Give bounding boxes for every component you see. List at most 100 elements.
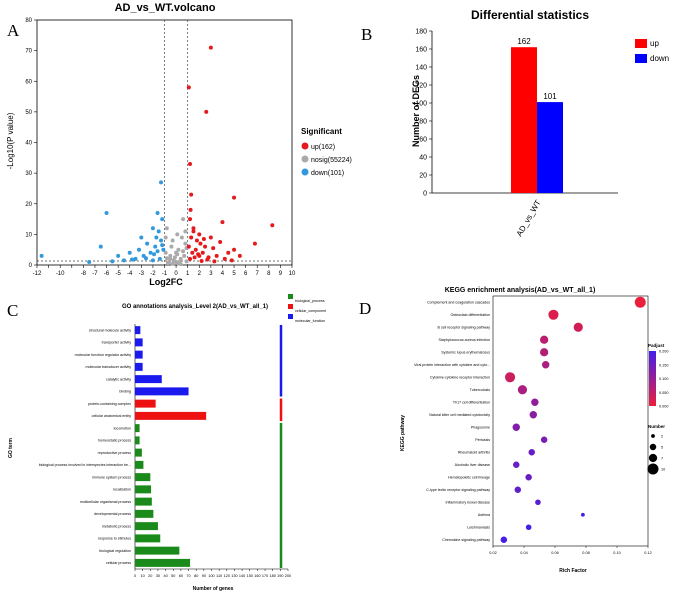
kegg-point — [514, 486, 522, 493]
volcano-down-point — [160, 217, 165, 222]
volcano-x-tick-label: 1 — [186, 271, 190, 277]
volcano-up-point — [232, 247, 237, 252]
volcano-down-point — [155, 249, 160, 254]
volcano-x-tick-label: -6 — [104, 271, 110, 277]
volcano-up-point — [188, 217, 192, 222]
go-legend-cc: cellular_component — [295, 309, 326, 313]
go-x-tick-label: 180 — [270, 574, 276, 578]
diffstat-y-tick-label: 100 — [415, 101, 427, 108]
kegg-size-legend-marker — [649, 443, 657, 451]
volcano-nosig-point — [174, 250, 179, 255]
volcano-up-point — [232, 195, 237, 200]
kegg-pathway-label: Viral protein interaction with cytokine … — [414, 363, 490, 367]
go-category-label: immune system process — [92, 475, 131, 479]
go-bar — [135, 509, 154, 518]
kegg-point — [517, 385, 528, 395]
volcano-x-tick-label: 10 — [289, 271, 296, 277]
diffstat-bar-down — [537, 102, 563, 193]
kegg-pathway-label: Inflammatory bowel disease — [445, 501, 490, 505]
kegg-x-tick-label: 0.06 — [551, 551, 558, 555]
diffstat-title: Differential statistics — [471, 8, 589, 22]
volcano-y-tick-label: 10 — [25, 232, 32, 238]
go-x-tick-label: 170 — [262, 574, 268, 578]
volcano-up-point — [203, 244, 208, 249]
volcano-nosig-point — [179, 235, 184, 240]
go-bar — [135, 460, 144, 469]
volcano-y-tick-label: 70 — [25, 49, 32, 55]
diffstat-y-tick-label: 120 — [415, 83, 427, 90]
kegg-xlabel: Rich Factor — [559, 568, 587, 574]
go-x-tick-label: 0 — [134, 574, 136, 578]
go-x-tick-label: 130 — [231, 574, 237, 578]
go-x-tick-label: 10 — [141, 574, 145, 578]
kegg-size-legend-label: 10 — [661, 468, 665, 472]
volcano-nosig-point — [181, 249, 186, 254]
volcano-down-point — [133, 256, 138, 261]
kegg-point — [528, 449, 535, 456]
go-category-label: cellular anatomical entity — [92, 414, 132, 418]
volcano-y-tick-label: 30 — [25, 171, 32, 177]
volcano-up-point — [198, 241, 203, 246]
go-bar — [135, 436, 140, 445]
volcano-x-tick-label: -1 — [162, 271, 168, 277]
volcano-down-point — [156, 229, 161, 234]
kegg-point — [542, 361, 550, 369]
volcano-x-tick-label: -12 — [33, 271, 42, 277]
go-x-tick-label: 190 — [277, 574, 283, 578]
go-x-tick-label: 70 — [186, 574, 190, 578]
volcano-x-tick-label: -8 — [81, 271, 87, 277]
go-category-label: binding — [119, 390, 131, 394]
panel-label-d: D — [359, 299, 372, 318]
diffstat-y-tick-label: 180 — [415, 29, 427, 36]
volcano-up-point — [252, 241, 257, 246]
volcano-up-point — [218, 240, 223, 245]
kegg-point — [525, 524, 532, 531]
panel-label-b: B — [361, 25, 373, 44]
volcano-up-point — [237, 253, 242, 258]
volcano-down-point — [139, 235, 144, 240]
go-x-tick-label: 160 — [254, 574, 260, 578]
volcano-y-tick-label: 60 — [25, 79, 32, 85]
volcano-up-point — [208, 235, 213, 240]
volcano-x-tick-label: 2 — [198, 271, 202, 277]
go-bar — [135, 326, 141, 335]
panel-label-c: C — [7, 301, 19, 320]
volcano-down-point — [153, 244, 158, 249]
volcano-down-point — [39, 253, 44, 258]
kegg-pathway-label: Complement and coagulation cascades — [427, 301, 490, 305]
kegg-pathway-label: Osteoclast differentiation — [451, 313, 491, 317]
volcano-y-tick-label: 40 — [25, 141, 32, 147]
kegg-pathway-label: Phagosome — [471, 426, 490, 430]
kegg-pathway-label: Staphylococcus aureus infection — [438, 338, 490, 342]
volcano-x-tick-label: -5 — [115, 271, 121, 277]
volcano-down-point — [157, 256, 162, 261]
volcano-down-point — [160, 243, 165, 248]
volcano-up-point — [188, 207, 193, 212]
diffstat-y-tick-label: 0 — [423, 191, 427, 198]
go-bar — [135, 387, 189, 396]
diffstat-legend-swatch-up — [635, 39, 647, 48]
diffstat-y-tick-label: 160 — [415, 47, 427, 54]
volcano-up-point — [193, 247, 198, 252]
kegg-color-legend-bar — [649, 351, 656, 406]
kegg-x-tick-label: 0.02 — [489, 551, 496, 555]
go-bar — [135, 350, 143, 359]
volcano-legend-up: up(162) — [311, 144, 335, 151]
volcano-up-point — [186, 85, 191, 90]
go-x-tick-label: 100 — [208, 574, 214, 578]
diffstat-ylabel: Number of DEGs — [411, 75, 421, 147]
volcano-down-point — [150, 226, 155, 231]
volcano-nosig-point — [184, 259, 189, 264]
kegg-point — [531, 398, 539, 406]
kegg-point — [525, 474, 532, 481]
go-category-label: developmental process — [94, 512, 131, 516]
kegg-point — [505, 372, 516, 383]
go-category-label: molecular function regulator activity — [75, 353, 132, 357]
go-x-tick-label: 150 — [247, 574, 253, 578]
volcano-down-point — [143, 256, 148, 261]
go-x-tick-label: 20 — [148, 574, 152, 578]
volcano-title: AD_vs_WT.volcano — [115, 2, 216, 14]
volcano-up-point — [190, 250, 195, 255]
volcano-down-point — [148, 250, 153, 255]
go-category-label: homeostatic process — [98, 439, 131, 443]
